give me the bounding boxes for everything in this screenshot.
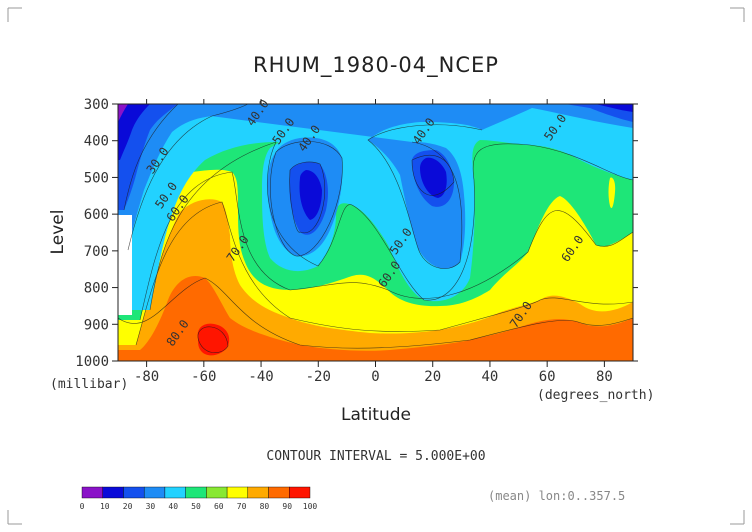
colorbar-label: 50 — [191, 502, 201, 511]
colorbar-swatch — [185, 486, 207, 499]
colorbar-swatch — [206, 486, 228, 499]
band-0-10 — [118, 104, 128, 122]
corner-mark-top-left — [7, 7, 22, 22]
x-axis-unit: (degrees_north) — [537, 388, 654, 403]
corner-mark-bottom-right — [730, 510, 745, 525]
x-tick-label: -60 — [191, 369, 216, 385]
x-tick-label: 60 — [539, 369, 556, 385]
y-tick-label: 800 — [84, 281, 109, 297]
y-tick-label: 300 — [84, 97, 109, 113]
contour-lines — [118, 104, 633, 353]
y-tick-label: 700 — [84, 244, 109, 260]
colorbar-label: 70 — [237, 502, 247, 511]
x-tick-label: 0 — [371, 369, 379, 385]
colorbar-swatch — [143, 486, 166, 499]
band-60-70-north-patch — [608, 177, 616, 209]
chart-title: RHUM_1980-04_NCEP — [253, 53, 499, 78]
x-tick-label: 40 — [482, 369, 499, 385]
y-tick-label: 600 — [84, 207, 109, 223]
colorbar-label: 90 — [282, 502, 292, 511]
colorbar-swatch — [81, 486, 103, 499]
colorbar-label: 30 — [146, 502, 156, 511]
mean-longitude-note: (mean) lon:0..357.5 — [488, 489, 625, 503]
y-axis-label: Level — [48, 210, 68, 255]
corner-mark-top-right — [730, 7, 745, 22]
colorbar-label: 40 — [168, 502, 178, 511]
colorbar-swatch — [247, 486, 269, 499]
x-tick-label: 80 — [596, 369, 613, 385]
colorbar-swatch — [226, 486, 249, 499]
colorbar-swatch — [289, 486, 311, 499]
x-tick-label: -40 — [248, 369, 273, 385]
x-tick-label: -20 — [306, 369, 331, 385]
colorbar-label: 0 — [80, 502, 85, 511]
colorbar-swatch — [102, 486, 124, 499]
colorbar-swatch — [164, 486, 186, 499]
colorbar-swatch — [268, 486, 290, 499]
y-axis-unit: (millibar) — [50, 377, 128, 392]
colorbar-label: 100 — [303, 502, 318, 511]
missing-data-region — [118, 215, 132, 315]
band-40-50 — [118, 104, 633, 310]
colorbar: 0 10 20 30 40 50 60 70 80 90 100 — [80, 486, 318, 511]
colorbar-swatch — [123, 486, 145, 499]
x-tick-label: -80 — [134, 369, 159, 385]
colorbar-label: 20 — [123, 502, 133, 511]
y-axis-ticks: 300 400 500 600 700 800 900 1000 — [75, 97, 638, 370]
x-tick-label: 20 — [424, 369, 441, 385]
colorbar-label: 80 — [260, 502, 270, 511]
corner-mark-bottom-left — [7, 510, 22, 525]
y-tick-label: 1000 — [75, 354, 109, 370]
x-axis-label: Latitude — [341, 405, 411, 425]
band-30-40 — [118, 104, 633, 269]
x-axis-ticks: -80 -60 -40 -20 0 20 40 60 80 — [134, 99, 613, 385]
y-tick-label: 900 — [84, 317, 109, 333]
contour-interval-note: CONTOUR INTERVAL = 5.000E+00 — [266, 449, 485, 464]
colorbar-label: 10 — [100, 502, 110, 511]
y-tick-label: 500 — [84, 170, 109, 186]
contour-fill — [118, 104, 633, 361]
colorbar-label: 60 — [214, 502, 224, 511]
y-tick-label: 400 — [84, 134, 109, 150]
